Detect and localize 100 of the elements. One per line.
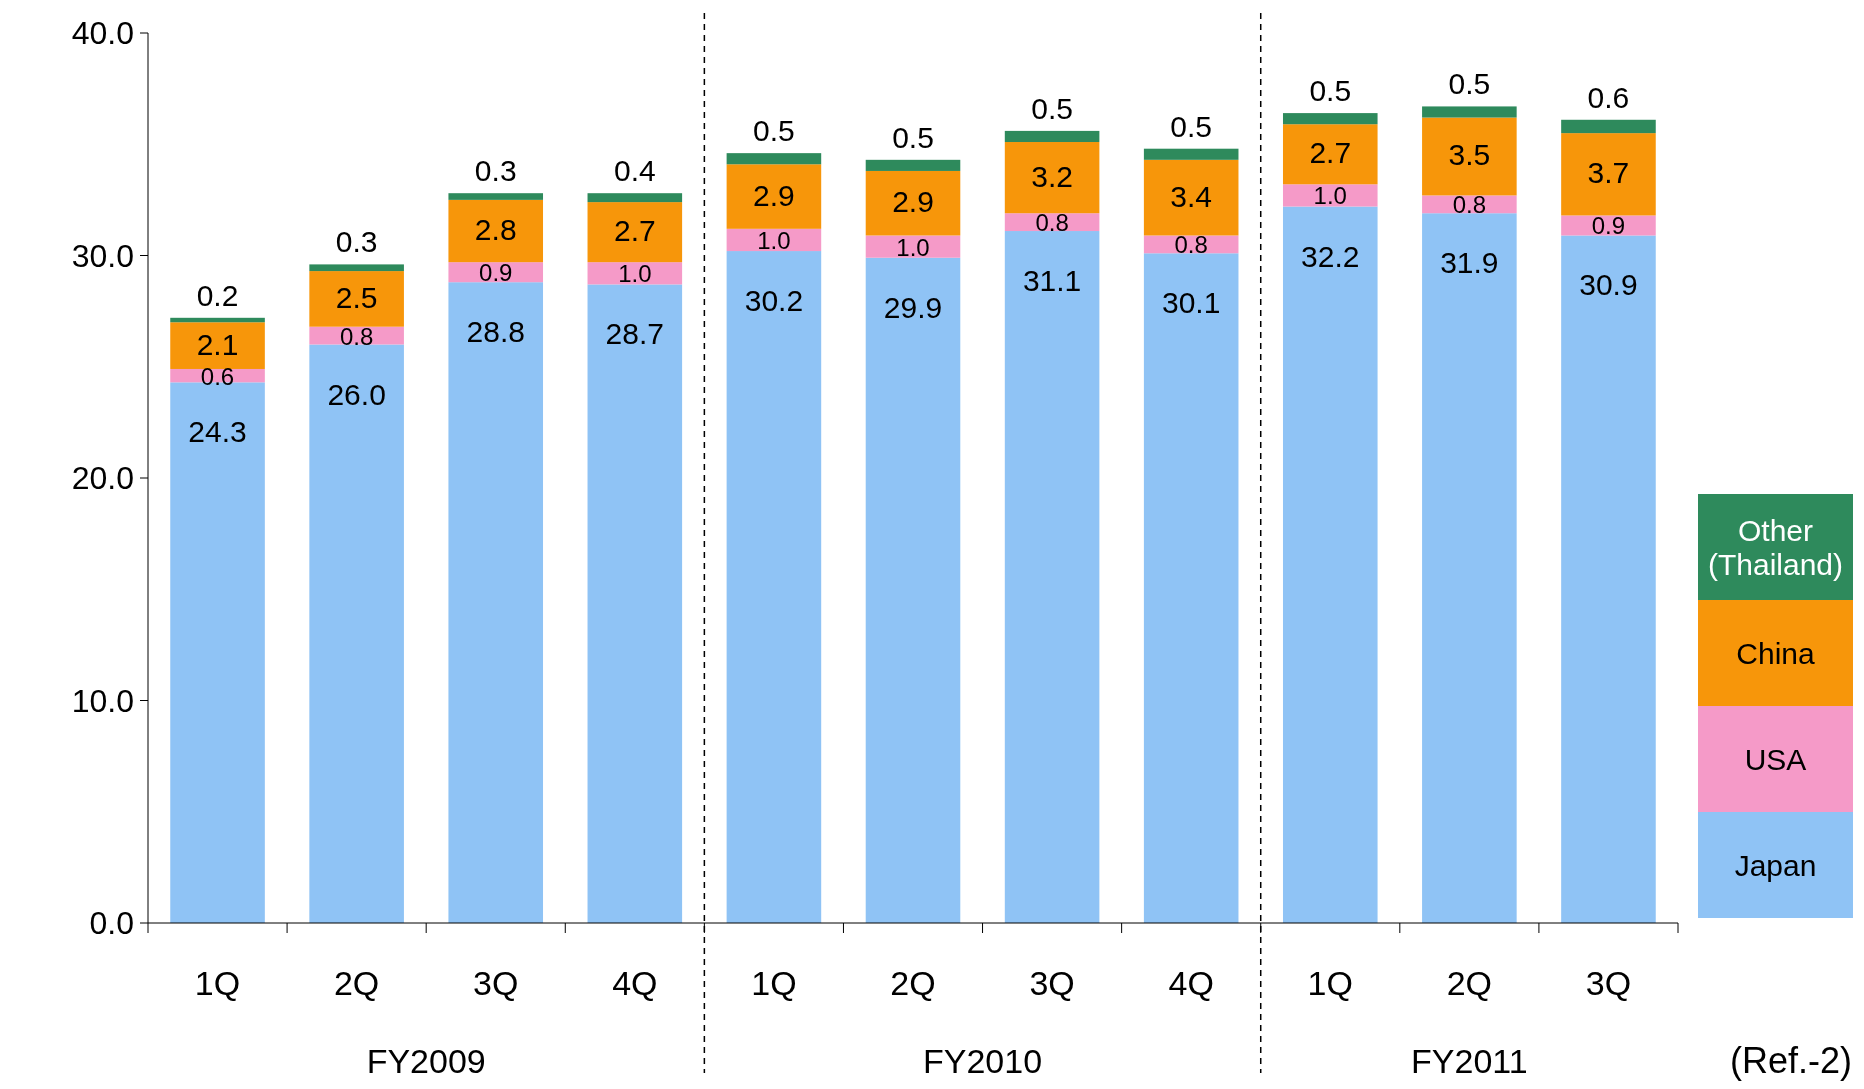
x-tick-label: 4Q [612,964,658,1002]
bar [309,264,404,272]
text: FY2010 [923,1042,1043,1080]
x-tick-label: 2Q [333,964,380,1002]
data-label: 1.0 [757,226,791,254]
bar [726,251,822,923]
data-label: 31.9 [1440,246,1499,280]
data-label: 2.9 [892,185,934,219]
data-label: 0.5 [1448,67,1491,101]
bar [865,170,961,236]
data-label: 0.5 [892,120,934,154]
bar [587,284,683,923]
y-tick-label: 40.0 [71,15,134,51]
bar [1561,119,1656,134]
bar [1282,113,1378,125]
text: (Ref.-2) [1729,1040,1852,1081]
bar [1422,106,1517,118]
data-label: 1.0 [1313,182,1347,210]
data-label: 0.2 [196,278,239,312]
data-label: 30.1 [1161,286,1221,320]
data-label: 0.8 [1035,209,1069,237]
bar [865,159,961,171]
data-label: 0.3 [474,154,517,188]
bar [1422,117,1517,196]
data-label: 24.3 [188,415,247,449]
x-tick-label: 1Q [194,964,241,1002]
y-tick-label: 20.0 [71,460,134,496]
bar [1282,184,1378,207]
data-label: 0.8 [1452,191,1487,219]
text: FY2009 [366,1042,486,1080]
data-label: 30.9 [1579,268,1638,302]
x-tick-label: 2Q [890,964,936,1002]
data-label: 2.7 [613,214,656,248]
data-label: 0.6 [200,362,235,390]
data-label: 3.5 [1448,138,1491,172]
data-label: 0.5 [1309,74,1352,108]
bar [309,271,404,327]
data-label: 29.9 [883,290,943,324]
data-label: 0.3 [335,225,378,259]
bar [587,193,683,203]
bar [1004,142,1100,214]
data-label: 2.9 [753,178,795,212]
data-label: 3.4 [1170,179,1213,213]
bar [1282,124,1378,185]
x-tick-label: 3Q [1585,964,1632,1002]
bar [726,153,822,165]
data-label: 0.4 [613,154,656,188]
bar [726,164,822,229]
y-tick-label: 0.0 [89,905,134,941]
x-tick-label: 2Q [1446,964,1493,1002]
data-label: 0.5 [1170,109,1213,143]
bar [448,282,544,923]
data-label: 31.1 [1022,264,1082,298]
bar [170,317,265,323]
bar [865,235,961,258]
data-label: 3.7 [1587,156,1630,190]
bar [865,257,961,923]
data-label: 0.5 [753,114,795,148]
x-tick-label: 3Q [1029,964,1075,1002]
bar [1561,235,1656,923]
text: China [1736,637,1815,670]
bar [1143,148,1239,160]
data-label: 1.0 [896,233,930,261]
bar [1561,133,1656,216]
data-label: 3.2 [1031,159,1073,193]
bar [1143,253,1239,923]
data-label: 0.9 [1591,212,1626,240]
text: Other (Thailand) [1707,514,1844,581]
data-label: 0.8 [339,322,374,350]
data-label: 30.2 [744,284,804,318]
data-label: 28.8 [466,315,525,349]
text: Japan [1734,849,1817,882]
bar [587,202,683,263]
bar [1004,231,1100,923]
data-label: 2.5 [335,280,378,314]
x-tick-label: 1Q [1307,964,1353,1002]
data-label: 2.1 [196,327,239,361]
data-label: 0.9 [479,259,513,287]
data-label: 1.0 [618,260,652,288]
y-tick-label: 30.0 [71,237,134,274]
bar [448,193,544,200]
bar [170,322,265,369]
bar [448,199,544,263]
data-label: 0.8 [1174,231,1208,259]
bar [1143,159,1239,236]
bar [1282,206,1378,923]
bar [309,344,404,923]
data-label: 28.7 [605,317,665,351]
text: USA [1744,743,1807,776]
y-tick-label: 10.0 [71,682,134,719]
x-tick-label: 4Q [1168,964,1214,1002]
bar [1422,213,1517,923]
data-label: 26.0 [327,377,386,411]
data-label: 2.8 [474,213,517,247]
data-label: 0.5 [1031,91,1073,125]
data-label: 32.2 [1301,239,1360,273]
bar [1004,130,1100,143]
x-tick-label: 3Q [473,964,519,1002]
text: FY2011 [1411,1042,1528,1080]
x-tick-label: 1Q [751,964,797,1002]
